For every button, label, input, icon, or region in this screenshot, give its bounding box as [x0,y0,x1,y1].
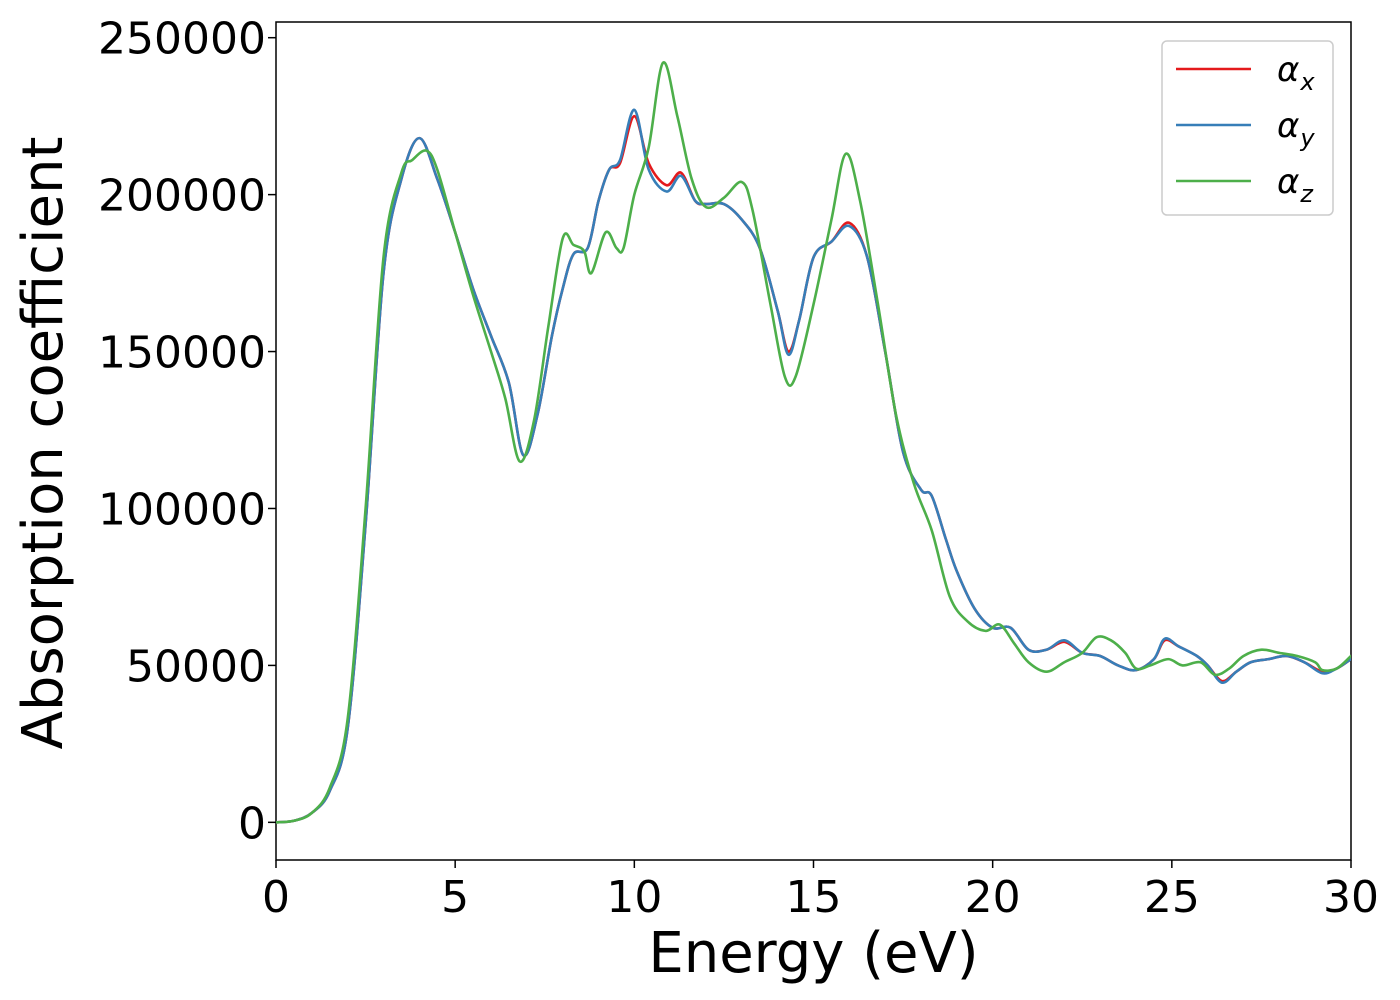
x-axis: 0 5 10 15 20 25 30 [262,860,1379,923]
x-tick-label: 30 [1323,872,1379,923]
y-axis: 0 50000 100000 150000 200000 250000 [98,14,276,849]
y-tick-label: 0 [238,798,266,849]
y-tick-label: 150000 [98,328,266,379]
y-tick-label: 200000 [98,171,266,222]
y-tick-label: 50000 [126,641,266,692]
series-line-z [276,61,1351,824]
y-axis-title: Absorption coefficient [11,137,76,750]
legend-subscript-x: x [1299,68,1315,96]
x-tick-label: 10 [606,872,662,923]
y-tick-label: 100000 [98,484,266,535]
x-tick-label: 5 [441,872,469,923]
x-tick-label: 0 [262,872,290,923]
series-layer [276,61,1351,824]
y-tick-label: 250000 [98,14,266,65]
legend-box [1161,40,1334,216]
x-tick-label: 15 [786,872,842,923]
legend-subscript-y: y [1299,124,1315,152]
x-axis-title: Energy (eV) [648,921,978,986]
legend-subscript-z: z [1299,180,1314,208]
x-tick-label: 25 [1144,872,1200,923]
x-tick-label: 20 [965,872,1021,923]
